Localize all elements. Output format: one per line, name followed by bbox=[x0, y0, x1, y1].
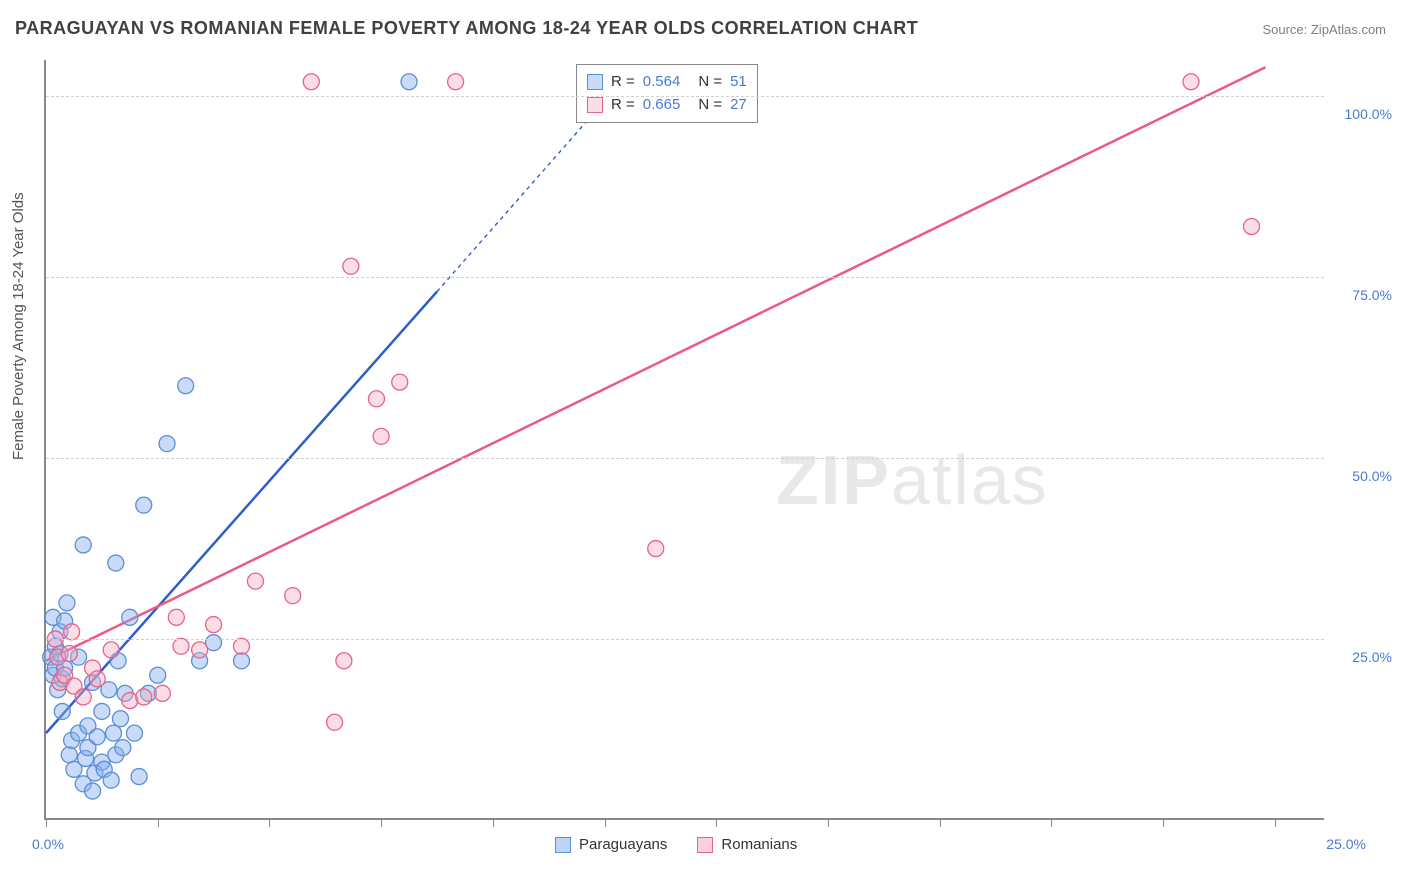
x-tick-mark bbox=[605, 819, 606, 827]
gridline bbox=[46, 458, 1324, 459]
x-tick-mark bbox=[269, 819, 270, 827]
y-tick-label: 100.0% bbox=[1345, 106, 1392, 122]
x-tick-label-last: 25.0% bbox=[1326, 836, 1366, 852]
x-tick-mark bbox=[828, 819, 829, 827]
legend-bottom: Paraguayans Romanians bbox=[555, 836, 797, 853]
stats-row: R = 0.564 N = 51 bbox=[587, 71, 747, 94]
stats-N-label: N = bbox=[698, 71, 722, 94]
stats-swatch bbox=[587, 97, 603, 113]
y-tick-label: 75.0% bbox=[1352, 287, 1392, 303]
x-tick-mark bbox=[493, 819, 494, 827]
legend-item: Paraguayans bbox=[555, 836, 667, 853]
y-axis-label: Female Poverty Among 18-24 Year Olds bbox=[10, 192, 27, 460]
x-tick-mark bbox=[1051, 819, 1052, 827]
plot-area: ZIPatlas R = 0.564N = 51R = 0.665N = 27 … bbox=[44, 60, 1324, 820]
stats-R-value: 0.564 bbox=[643, 71, 681, 94]
stats-box: R = 0.564N = 51R = 0.665N = 27 bbox=[576, 64, 758, 123]
x-tick-mark bbox=[716, 819, 717, 827]
legend-label: Paraguayans bbox=[579, 836, 667, 853]
source-label: Source: ZipAtlas.com bbox=[1262, 22, 1386, 37]
x-tick-mark bbox=[381, 819, 382, 827]
legend-label: Romanians bbox=[721, 836, 797, 853]
y-tick-label: 50.0% bbox=[1352, 468, 1392, 484]
y-tick-label: 25.0% bbox=[1352, 649, 1392, 665]
plot-svg bbox=[46, 60, 1326, 820]
legend-swatch bbox=[555, 837, 571, 853]
stats-swatch bbox=[587, 74, 603, 90]
chart-container: PARAGUAYAN VS ROMANIAN FEMALE POVERTY AM… bbox=[0, 0, 1406, 892]
stats-R-label: R = bbox=[611, 71, 635, 94]
gridline bbox=[46, 96, 1324, 97]
x-tick-mark bbox=[1163, 819, 1164, 827]
x-tick-mark bbox=[158, 819, 159, 827]
legend-swatch bbox=[697, 837, 713, 853]
stats-N-value: 51 bbox=[730, 71, 747, 94]
gridline bbox=[46, 639, 1324, 640]
x-tick-mark bbox=[1275, 819, 1276, 827]
x-tick-mark bbox=[46, 819, 47, 827]
legend-item: Romanians bbox=[697, 836, 797, 853]
x-tick-label-first: 0.0% bbox=[32, 836, 64, 852]
x-tick-mark bbox=[940, 819, 941, 827]
gridline bbox=[46, 277, 1324, 278]
chart-title: PARAGUAYAN VS ROMANIAN FEMALE POVERTY AM… bbox=[15, 18, 918, 39]
